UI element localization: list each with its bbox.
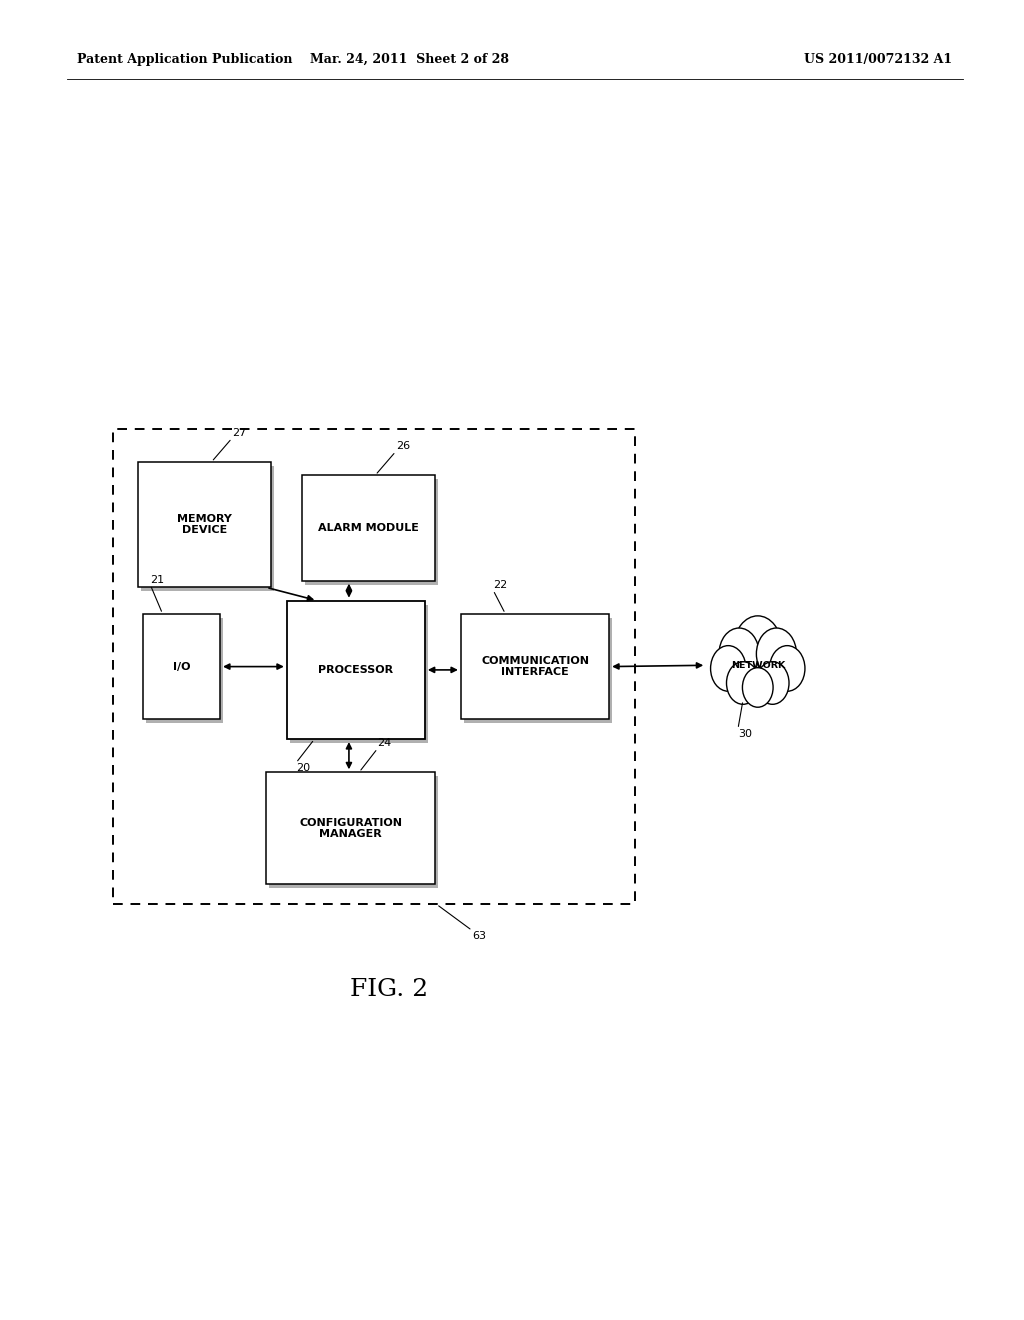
Text: 24: 24 [378, 738, 392, 748]
Bar [305, 479, 438, 585]
Ellipse shape [756, 661, 790, 705]
Bar [302, 475, 435, 581]
Text: 30: 30 [738, 729, 752, 739]
Ellipse shape [721, 631, 795, 700]
Ellipse shape [711, 645, 745, 692]
Bar [141, 466, 274, 591]
Text: ALARM MODULE: ALARM MODULE [318, 523, 419, 533]
Bar [287, 601, 425, 739]
Text: 21: 21 [151, 574, 165, 585]
Bar [138, 462, 271, 587]
Text: US 2011/0072132 A1: US 2011/0072132 A1 [804, 53, 952, 66]
Bar [143, 614, 220, 719]
Text: 20: 20 [296, 763, 310, 774]
Ellipse shape [734, 616, 781, 677]
Text: 63: 63 [472, 931, 486, 941]
Text: Mar. 24, 2011  Sheet 2 of 28: Mar. 24, 2011 Sheet 2 of 28 [310, 53, 509, 66]
Text: MEMORY
DEVICE: MEMORY DEVICE [177, 513, 232, 536]
Text: Patent Application Publication: Patent Application Publication [77, 53, 292, 66]
Text: FIG. 2: FIG. 2 [350, 978, 428, 1002]
Bar [290, 605, 428, 743]
Ellipse shape [770, 645, 805, 692]
Ellipse shape [719, 628, 759, 680]
Bar [464, 618, 612, 723]
Bar [266, 772, 435, 884]
Ellipse shape [757, 628, 797, 680]
Ellipse shape [742, 668, 773, 708]
Text: 22: 22 [494, 579, 507, 590]
Bar [113, 429, 635, 904]
Ellipse shape [726, 661, 760, 705]
Text: 26: 26 [395, 441, 410, 451]
Text: CONFIGURATION
MANAGER: CONFIGURATION MANAGER [299, 817, 402, 840]
Text: NETWORK: NETWORK [731, 661, 784, 669]
Text: 27: 27 [231, 428, 246, 438]
Text: COMMUNICATION
INTERFACE: COMMUNICATION INTERFACE [481, 656, 589, 677]
Bar [461, 614, 609, 719]
Text: PROCESSOR: PROCESSOR [318, 665, 393, 675]
Bar [146, 618, 223, 723]
Text: I/O: I/O [173, 661, 190, 672]
Bar [269, 776, 438, 888]
